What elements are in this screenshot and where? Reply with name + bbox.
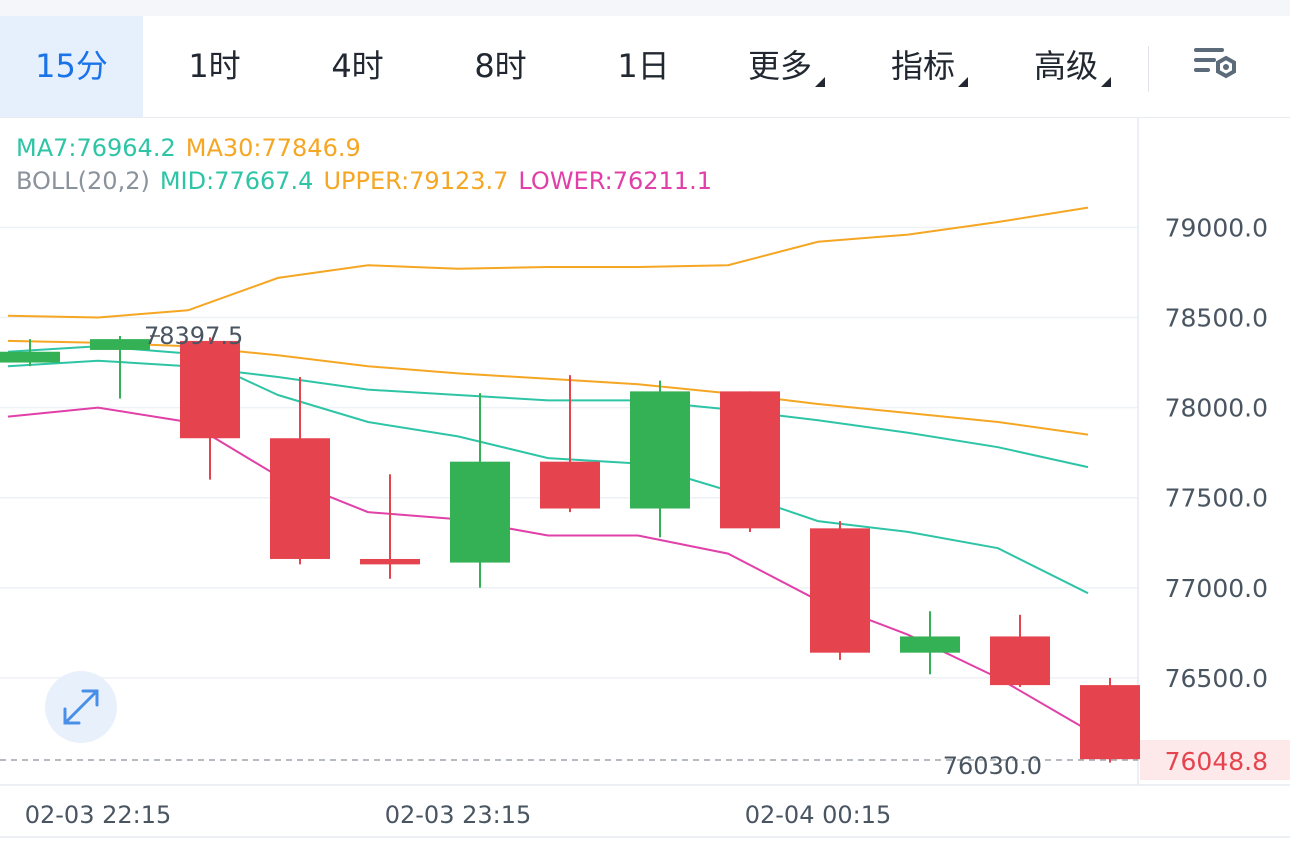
- expand-diagonal-icon: [63, 689, 99, 725]
- tab-divider: [1148, 46, 1149, 92]
- ma-legend: MA7:76964.2 MA30:77846.9: [16, 134, 371, 162]
- candle-body: [990, 636, 1050, 686]
- caret-down-icon: [1101, 77, 1111, 87]
- y-tick-label: 77500.0: [1165, 484, 1268, 513]
- tab-indicators[interactable]: 指标: [858, 16, 1001, 117]
- candle-body: [630, 391, 690, 509]
- candle-body: [1080, 685, 1140, 760]
- chart-settings-button[interactable]: [1192, 44, 1240, 88]
- tab-label: 8时: [474, 47, 527, 85]
- x-tick-label: 02-03 22:15: [25, 801, 172, 829]
- y-tick-label: 79000.0: [1165, 213, 1268, 242]
- tab-4h[interactable]: 4时: [286, 16, 429, 117]
- candle-body: [810, 528, 870, 653]
- candle-body: [540, 461, 600, 509]
- tab-label: 4时: [331, 47, 384, 85]
- tab-more[interactable]: 更多: [715, 16, 858, 117]
- low-price-label: 76030.0: [943, 752, 1042, 780]
- last-price-value: 76048.8: [1165, 747, 1268, 776]
- ma7-value: MA7:76964.2: [16, 134, 176, 162]
- y-tick-label: 78000.0: [1165, 394, 1268, 423]
- candle-body: [270, 438, 330, 559]
- expand-chart-button[interactable]: [45, 671, 117, 743]
- x-tick-label: 02-03 23:15: [385, 801, 532, 829]
- ma30-value: MA30:77846.9: [185, 134, 361, 162]
- tab-label: 1时: [188, 47, 241, 85]
- boll-legend: BOLL(20,2) MID:77667.4 UPPER:79123.7 LOWER:…: [16, 167, 722, 195]
- tab-1d[interactable]: 1日: [572, 16, 715, 117]
- tab-8h[interactable]: 8时: [429, 16, 572, 117]
- series-line-lower: [7, 406, 1089, 732]
- x-tick-label: 02-04 00:15: [745, 801, 892, 829]
- y-tick-label: 78500.0: [1165, 304, 1268, 333]
- last-price-badge: [1140, 740, 1290, 780]
- boll-params: BOLL(20,2): [16, 167, 150, 195]
- tab-label: 1日: [617, 47, 670, 85]
- candle-body: [180, 340, 240, 439]
- high-price-label: 78397.5: [144, 322, 243, 350]
- candle-body: [720, 391, 780, 529]
- tab-label: 指标: [890, 47, 955, 85]
- caret-down-icon: [958, 77, 968, 87]
- boll-mid-value: MID:77667.4: [159, 167, 314, 195]
- boll-lower-value: LOWER:76211.1: [518, 167, 712, 195]
- y-tick-label: 77000.0: [1165, 574, 1268, 603]
- top-strip: [0, 0, 1290, 16]
- tab-label: 更多: [747, 47, 812, 85]
- tab-label: 15分: [35, 47, 108, 85]
- candle-body: [0, 351, 60, 363]
- tab-1h[interactable]: 1时: [143, 16, 286, 117]
- boll-upper-value: UPPER:79123.7: [323, 167, 509, 195]
- candle-body: [450, 461, 510, 563]
- tab-label: 高级: [1033, 47, 1098, 85]
- y-tick-label: 76500.0: [1165, 664, 1268, 693]
- series-line-ma30: [7, 339, 1089, 436]
- candlestick-chart[interactable]: 79000.0 78500.0 78000.0 77500.0 77000.0 76500…: [0, 118, 1290, 851]
- chart-settings-icon: [1194, 48, 1236, 79]
- series-line-upper: [7, 206, 1089, 319]
- interval-tab-bar: 15分 1时 4时 8时 1日 更多 指标 高级: [0, 16, 1290, 118]
- candle-body: [360, 558, 420, 565]
- candle-body: [900, 636, 960, 653]
- candle-body: [90, 339, 150, 350]
- caret-down-icon: [815, 77, 825, 87]
- tab-advanced[interactable]: 高级: [1001, 16, 1144, 117]
- tab-15m[interactable]: 15分: [0, 16, 143, 117]
